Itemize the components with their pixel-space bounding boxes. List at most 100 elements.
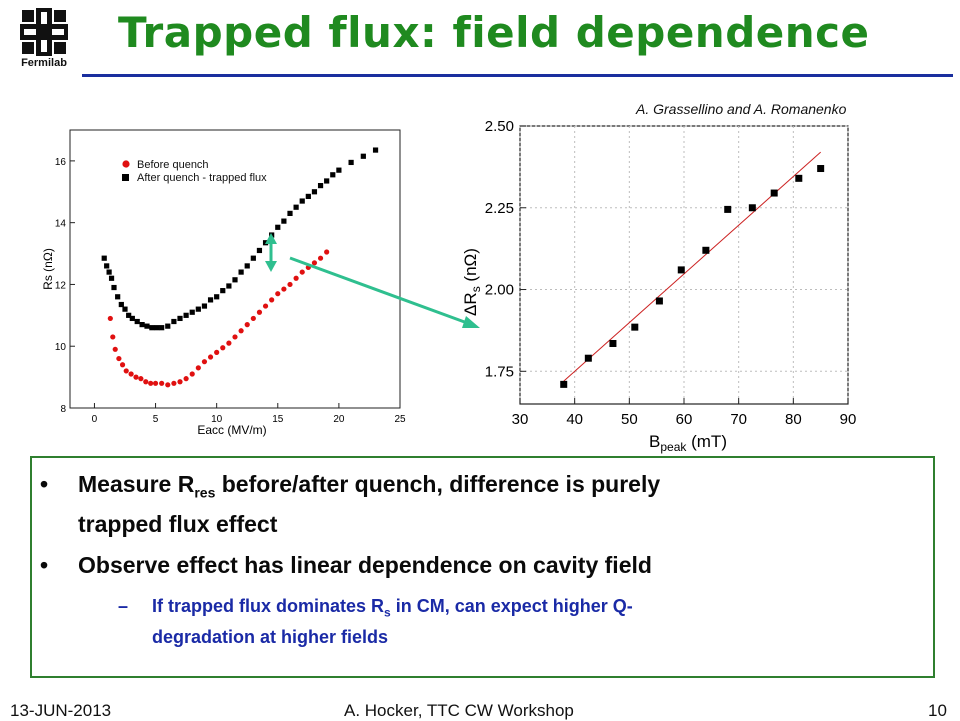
delta-rs-point — [560, 380, 568, 388]
delta-rs-point — [677, 266, 685, 274]
title-rule — [82, 74, 953, 77]
before-quench-point — [128, 371, 134, 377]
before-quench-point — [244, 322, 250, 328]
after-quench-point — [106, 269, 112, 275]
x-tick-label: 70 — [730, 411, 747, 428]
after-quench-point — [275, 224, 281, 230]
y-axis-label: Rs (nΩ) — [41, 248, 55, 290]
before-quench-point — [256, 309, 263, 315]
y-tick-label: 14 — [55, 219, 67, 230]
after-quench-point — [129, 315, 135, 322]
y-tick-label: 12 — [55, 280, 67, 291]
bullet-2-text: Observe effect has linear dependence on … — [78, 552, 652, 578]
legend-marker-before — [122, 160, 130, 168]
after-quench-point — [330, 172, 336, 178]
before-quench-point — [226, 340, 232, 346]
before-quench-point — [138, 376, 144, 382]
after-quench-point — [299, 198, 305, 204]
before-quench-point — [293, 275, 299, 281]
bullet-dot: • — [40, 471, 49, 497]
before-quench-point — [214, 349, 220, 355]
after-quench-point — [311, 189, 318, 195]
before-quench-point — [232, 334, 238, 340]
y-tick-label: 8 — [60, 404, 66, 415]
legend-label-before: Before quench — [137, 159, 209, 171]
y-tick-label: 1.75 — [485, 363, 514, 380]
before-quench-point — [324, 249, 330, 255]
after-quench-point — [220, 288, 226, 294]
x-tick-label: 60 — [676, 411, 693, 428]
before-quench-point — [133, 374, 139, 380]
after-quench-point — [177, 315, 183, 322]
before-quench-point — [195, 365, 201, 371]
link-arrow-head — [462, 316, 480, 328]
legend-marker-after — [122, 174, 129, 181]
link-arrow — [289, 256, 471, 326]
after-quench-point — [189, 309, 195, 315]
after-quench-point — [171, 318, 177, 325]
after-quench-point — [372, 147, 379, 153]
after-quench-point — [281, 218, 287, 224]
y-tick-label: 10 — [55, 342, 67, 353]
after-quench-point — [101, 255, 107, 261]
sub-bullet-text: If trapped flux dominates Rs in CM, can … — [152, 596, 633, 647]
after-quench-point — [126, 312, 132, 318]
after-quench-point — [293, 204, 299, 210]
after-quench-point — [336, 167, 342, 173]
legend-label-after: After quench - trapped flux — [137, 172, 267, 184]
before-quench-point — [116, 355, 122, 362]
arrow-head-up — [265, 233, 277, 244]
y-axis-label: ΔRs (nΩ) — [461, 248, 483, 316]
before-quench-point — [201, 359, 208, 365]
after-quench-point — [134, 318, 140, 325]
after-quench-point — [244, 263, 250, 269]
x-tick-label: 30 — [512, 411, 529, 428]
after-quench-point — [324, 178, 330, 184]
after-quench-point — [122, 306, 128, 312]
x-tick-label: 80 — [785, 411, 802, 428]
delta-rs-point — [770, 189, 778, 197]
before-quench-point — [152, 380, 159, 386]
delta-rs-vs-bpeak-chart: 30 40 50 60 70 80 90 1.75 2.00 2.25 2.50 Bpeak (mT… — [461, 118, 856, 454]
after-quench-point — [317, 183, 324, 189]
x-tick-label: 50 — [621, 411, 638, 428]
after-quench-point — [256, 247, 263, 254]
y-tick-label: 16 — [55, 157, 67, 168]
after-quench-point — [111, 284, 117, 291]
arrow-head-down — [265, 261, 277, 272]
delta-rs-point — [724, 205, 732, 213]
before-quench-point — [148, 380, 154, 386]
before-quench-point — [238, 328, 244, 334]
after-quench-point — [226, 283, 232, 289]
delta-rs-point — [748, 204, 756, 212]
after-quench-point — [214, 294, 220, 300]
before-quench-point — [281, 286, 287, 292]
after-quench-point — [250, 255, 256, 261]
after-quench-point — [183, 312, 189, 318]
y-tick-label: 2.50 — [485, 118, 514, 135]
before-quench-point — [207, 354, 214, 360]
after-quench-point — [115, 294, 121, 300]
delta-rs-point — [702, 246, 710, 254]
after-quench-point — [149, 325, 155, 331]
after-quench-point — [305, 193, 311, 200]
y-tick-label: 2.25 — [485, 200, 514, 217]
page-title: Trapped flux: field dependence — [118, 8, 870, 57]
before-quench-point — [262, 303, 269, 309]
after-quench-point — [144, 323, 150, 329]
x-tick-label: 15 — [272, 414, 284, 425]
x-tick-label: 25 — [394, 414, 406, 425]
summary-box: • Measure Rres before/after quench, diff… — [30, 456, 935, 678]
before-quench-point — [275, 291, 281, 297]
bullet-1-text: Measure Rres before/after quench, differ… — [78, 471, 661, 537]
before-quench-point — [189, 371, 195, 377]
logo-text: Fermilab — [21, 57, 67, 69]
x-tick-label: 20 — [333, 414, 345, 425]
before-quench-point — [112, 346, 118, 352]
after-quench-point — [108, 275, 115, 281]
before-quench-point — [159, 380, 165, 386]
before-quench-point — [183, 376, 189, 382]
footer-page-number: 10 — [928, 701, 947, 720]
before-quench-point — [269, 297, 275, 303]
